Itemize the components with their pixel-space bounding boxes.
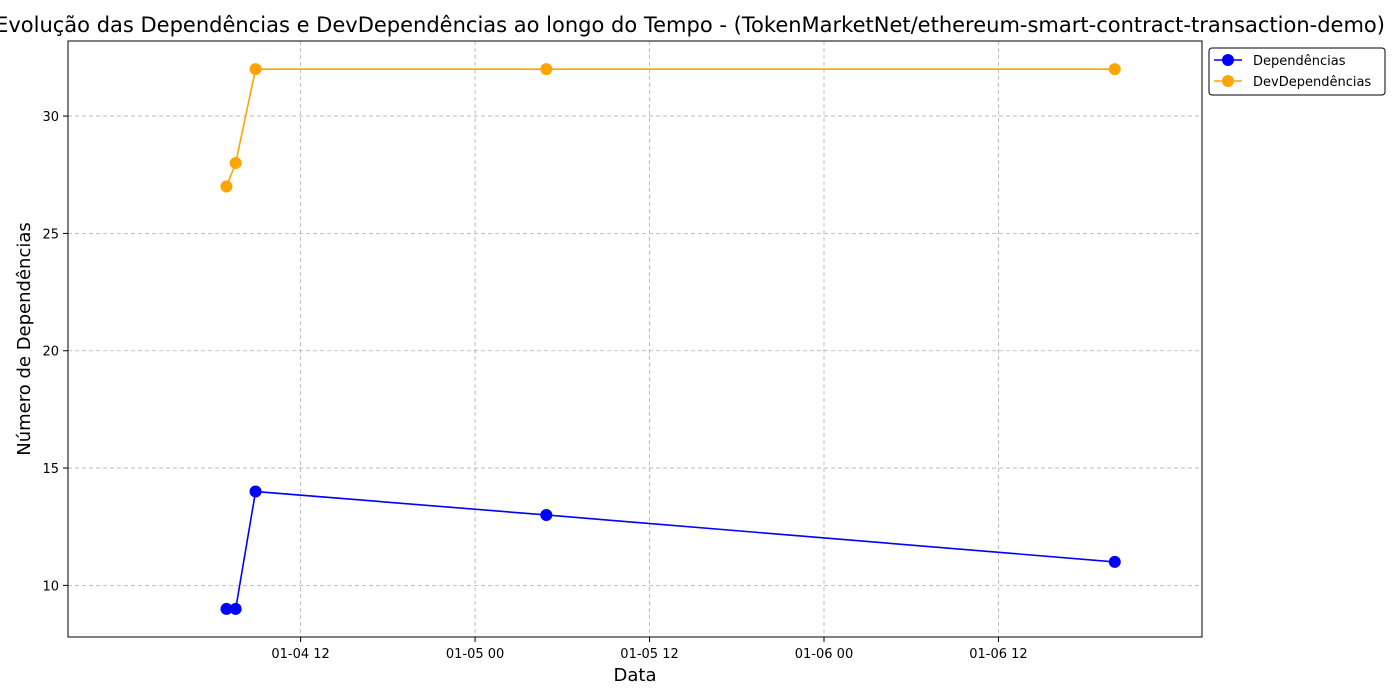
series-0-point-2 [249,485,262,498]
legend-label-dependencias: Dependências [1253,54,1346,69]
series-line-1 [225,68,1115,187]
y-tick-label: 30 [42,110,59,125]
legend-marker-dependencias [1222,54,1234,66]
chart-title: Evolução das Dependências e DevDependênc… [0,13,1385,37]
series-0-point-1 [229,602,242,615]
x-axis-label: Data [614,665,657,686]
x-ticks: 01-04 12 01-05 00 01-05 12 01-06 00 01-06 12 [271,637,1028,662]
series-1-point-4 [1108,63,1121,76]
y-axis-label: Número de Dependências [14,222,35,456]
series-line-0 [226,490,1115,610]
x-tick-label: 01-06 12 [969,647,1027,662]
y-tick-label: 15 [42,462,59,477]
series-layer [220,63,1121,615]
series-1-point-0 [220,180,233,193]
series-0-point-4 [1108,555,1121,568]
grid-layer [68,41,1202,637]
y-tick-label: 25 [42,227,59,242]
x-tick-label: 01-05 12 [620,647,678,662]
plot-frame [67,40,1203,638]
series-1-point-3 [540,63,553,76]
legend-box [1208,47,1386,96]
y-tick-label: 20 [42,345,59,360]
series-0-point-3 [540,508,553,521]
y-tick-label: 10 [42,579,59,594]
series-1-point-2 [249,63,262,76]
x-tick-label: 01-06 00 [795,647,853,662]
legend-marker-devdependencias [1222,75,1234,87]
series-0-point-0 [220,602,233,615]
x-tick-label: 01-04 12 [271,647,329,662]
x-tick-label: 01-05 00 [446,647,504,662]
legend: Dependências DevDependências [1208,47,1386,96]
y-ticks: 10 15 20 25 30 [42,110,68,594]
legend-label-devdependencias: DevDependências [1253,75,1371,90]
series-1-point-1 [229,157,242,170]
